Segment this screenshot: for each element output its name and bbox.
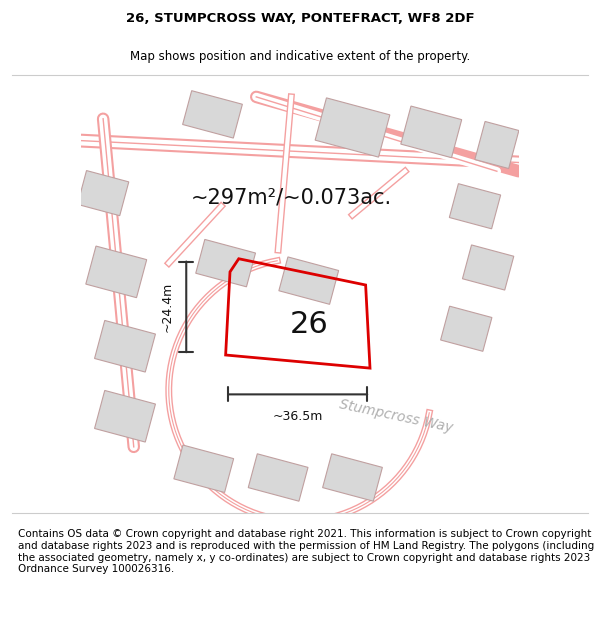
Text: 26, STUMPCROSS WAY, PONTEFRACT, WF8 2DF: 26, STUMPCROSS WAY, PONTEFRACT, WF8 2DF bbox=[125, 12, 475, 25]
Polygon shape bbox=[401, 106, 462, 158]
Polygon shape bbox=[182, 91, 242, 138]
Text: ~36.5m: ~36.5m bbox=[272, 410, 323, 422]
Polygon shape bbox=[323, 454, 382, 501]
Text: ~24.4m: ~24.4m bbox=[160, 282, 173, 332]
Polygon shape bbox=[95, 321, 155, 372]
Text: Contains OS data © Crown copyright and database right 2021. This information is : Contains OS data © Crown copyright and d… bbox=[18, 529, 594, 574]
Polygon shape bbox=[449, 184, 500, 229]
Polygon shape bbox=[77, 171, 129, 216]
Polygon shape bbox=[174, 445, 233, 493]
Polygon shape bbox=[463, 245, 514, 290]
Text: Stumpcross Way: Stumpcross Way bbox=[338, 398, 454, 435]
Polygon shape bbox=[440, 306, 492, 351]
Polygon shape bbox=[95, 391, 155, 442]
Polygon shape bbox=[475, 121, 519, 169]
Text: Map shows position and indicative extent of the property.: Map shows position and indicative extent… bbox=[130, 50, 470, 62]
Polygon shape bbox=[315, 98, 390, 157]
Polygon shape bbox=[196, 239, 256, 287]
Text: ~297m²/~0.073ac.: ~297m²/~0.073ac. bbox=[191, 188, 392, 208]
Polygon shape bbox=[248, 454, 308, 501]
Polygon shape bbox=[279, 257, 338, 304]
Polygon shape bbox=[86, 246, 147, 298]
Text: 26: 26 bbox=[289, 310, 328, 339]
